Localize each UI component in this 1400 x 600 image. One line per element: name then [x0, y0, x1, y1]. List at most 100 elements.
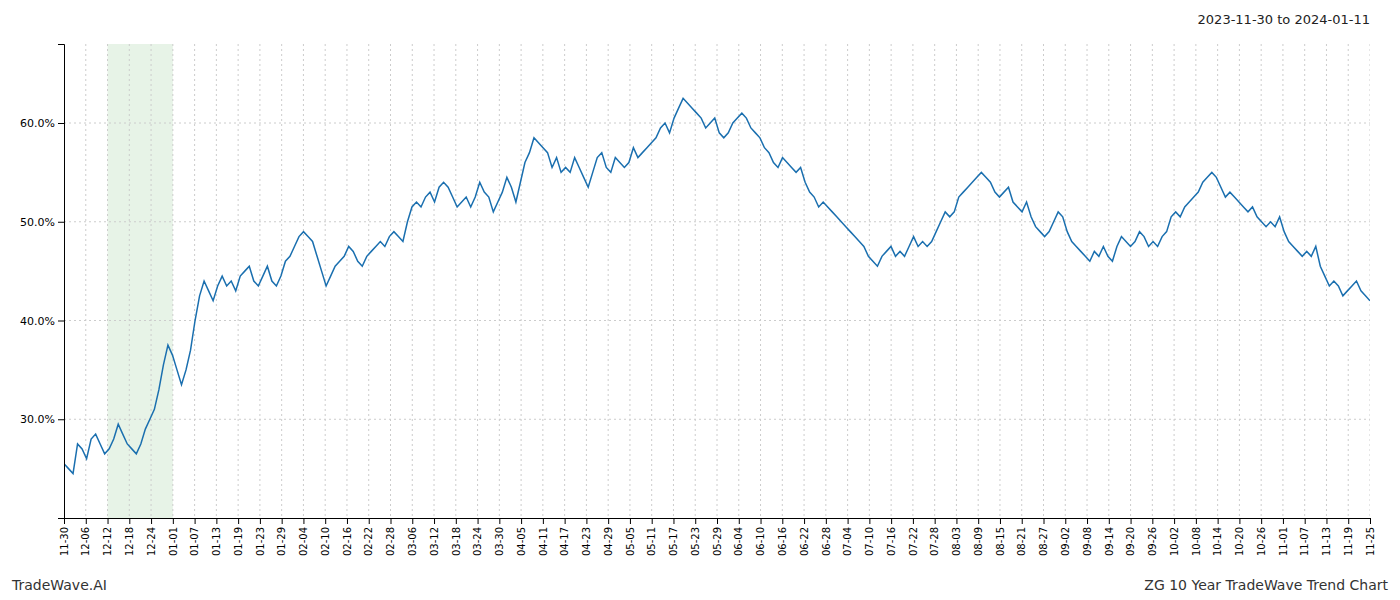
y-axis-line	[58, 45, 65, 519]
x-tick: 08-27	[1038, 518, 1049, 556]
grid-line-x	[1043, 44, 1044, 518]
x-tick-mark	[826, 518, 827, 524]
grid-line-x	[760, 44, 761, 518]
x-tick-label: 06-28	[821, 527, 832, 556]
x-tick-label: 11-25	[1365, 527, 1376, 556]
y-tick-label: 60.0%	[20, 117, 55, 130]
x-tick-label: 07-10	[864, 527, 875, 556]
x-tick-mark	[108, 518, 109, 524]
x-tick-mark	[869, 518, 870, 524]
grid-line-x	[521, 44, 522, 518]
grid-line-x	[1195, 44, 1196, 518]
x-tick: 11-25	[1365, 518, 1376, 556]
x-tick-mark	[456, 518, 457, 524]
y-tick: 40.0%	[20, 315, 64, 328]
grid-line-x	[651, 44, 652, 518]
x-tick-mark	[608, 518, 609, 524]
grid-line-x	[912, 44, 913, 518]
x-tick-mark	[434, 518, 435, 524]
x-tick: 03-12	[429, 518, 440, 556]
grid-line-x	[825, 44, 826, 518]
x-tick-mark	[347, 518, 348, 524]
x-tick-mark	[1326, 518, 1327, 524]
x-tick: 06-22	[799, 518, 810, 556]
x-tick-label: 01-01	[168, 527, 179, 556]
x-tick-label: 09-20	[1125, 527, 1136, 556]
x-tick: 11-30	[59, 518, 70, 556]
x-tick-mark	[1044, 518, 1045, 524]
grid	[64, 44, 1370, 518]
x-tick-mark	[1239, 518, 1240, 524]
x-tick-label: 02-22	[363, 527, 374, 556]
x-tick-label: 07-04	[842, 527, 853, 556]
x-tick-mark	[695, 518, 696, 524]
x-tick-label: 01-13	[211, 527, 222, 556]
x-tick: 08-09	[973, 518, 984, 556]
x-tick-label: 12-06	[80, 527, 91, 556]
x-tick-mark	[260, 518, 261, 524]
x-tick-label: 06-04	[733, 527, 744, 556]
x-tick-mark	[543, 518, 544, 524]
y-axis: 30.0%40.0%50.0%60.0%	[20, 45, 64, 519]
x-tick-label: 05-23	[690, 527, 701, 556]
grid-line-x	[629, 44, 630, 518]
x-tick: 05-17	[668, 518, 679, 556]
x-tick-mark	[1065, 518, 1066, 524]
x-tick-mark	[86, 518, 87, 524]
grid-line-x	[1174, 44, 1175, 518]
grid-line-x	[586, 44, 587, 518]
x-tick: 09-08	[1082, 518, 1093, 556]
x-tick-label: 09-02	[1060, 527, 1071, 556]
grid-line-x	[1304, 44, 1305, 518]
x-tick-mark	[1087, 518, 1088, 524]
grid-line-x	[303, 44, 304, 518]
x-tick: 03-30	[494, 518, 505, 556]
x-tick-label: 06-22	[799, 527, 810, 556]
grid-line-x	[869, 44, 870, 518]
x-tick-label: 06-10	[755, 527, 766, 556]
x-tick-label: 02-16	[342, 527, 353, 556]
x-tick-label: 10-26	[1256, 527, 1267, 556]
trend-line	[64, 98, 1370, 473]
x-tick-label: 04-23	[581, 527, 592, 556]
x-tick-mark	[630, 518, 631, 524]
grid-line-x	[934, 44, 935, 518]
x-tick: 06-28	[821, 518, 832, 556]
grid-line-x	[978, 44, 979, 518]
x-tick-label: 08-09	[973, 527, 984, 556]
x-tick-label: 04-17	[559, 527, 570, 556]
x-tick-mark	[129, 518, 130, 524]
x-tick-mark	[1261, 518, 1262, 524]
x-tick: 09-14	[1104, 518, 1115, 556]
x-tick-mark	[1000, 518, 1001, 524]
x-tick-label: 03-12	[429, 527, 440, 556]
x-tick-mark	[935, 518, 936, 524]
x-tick-label: 03-30	[494, 527, 505, 556]
grid-line-x	[499, 44, 500, 518]
grid-line-x	[999, 44, 1000, 518]
x-tick-mark	[565, 518, 566, 524]
x-tick-label: 04-11	[538, 527, 549, 556]
x-tick: 11-13	[1321, 518, 1332, 556]
grid-line-x	[281, 44, 282, 518]
grid-line-x	[1348, 44, 1349, 518]
x-tick: 11-19	[1343, 518, 1354, 556]
grid-line-x	[216, 44, 217, 518]
x-tick-label: 02-10	[320, 527, 331, 556]
x-tick: 06-10	[755, 518, 766, 556]
x-tick: 03-18	[451, 518, 462, 556]
x-tick-mark	[891, 518, 892, 524]
x-tick: 12-18	[124, 518, 135, 556]
x-tick: 05-29	[712, 518, 723, 556]
grid-line-x	[1282, 44, 1283, 518]
x-tick-label: 11-07	[1299, 527, 1310, 556]
x-tick-mark	[499, 518, 500, 524]
x-tick: 07-10	[864, 518, 875, 556]
x-tick: 04-11	[538, 518, 549, 556]
y-tick-mark	[58, 419, 64, 420]
x-tick: 12-24	[146, 518, 157, 556]
grid-line-x	[564, 44, 565, 518]
x-tick-label: 08-15	[995, 527, 1006, 556]
x-tick-label: 05-05	[625, 527, 636, 556]
x-tick-mark	[956, 518, 957, 524]
